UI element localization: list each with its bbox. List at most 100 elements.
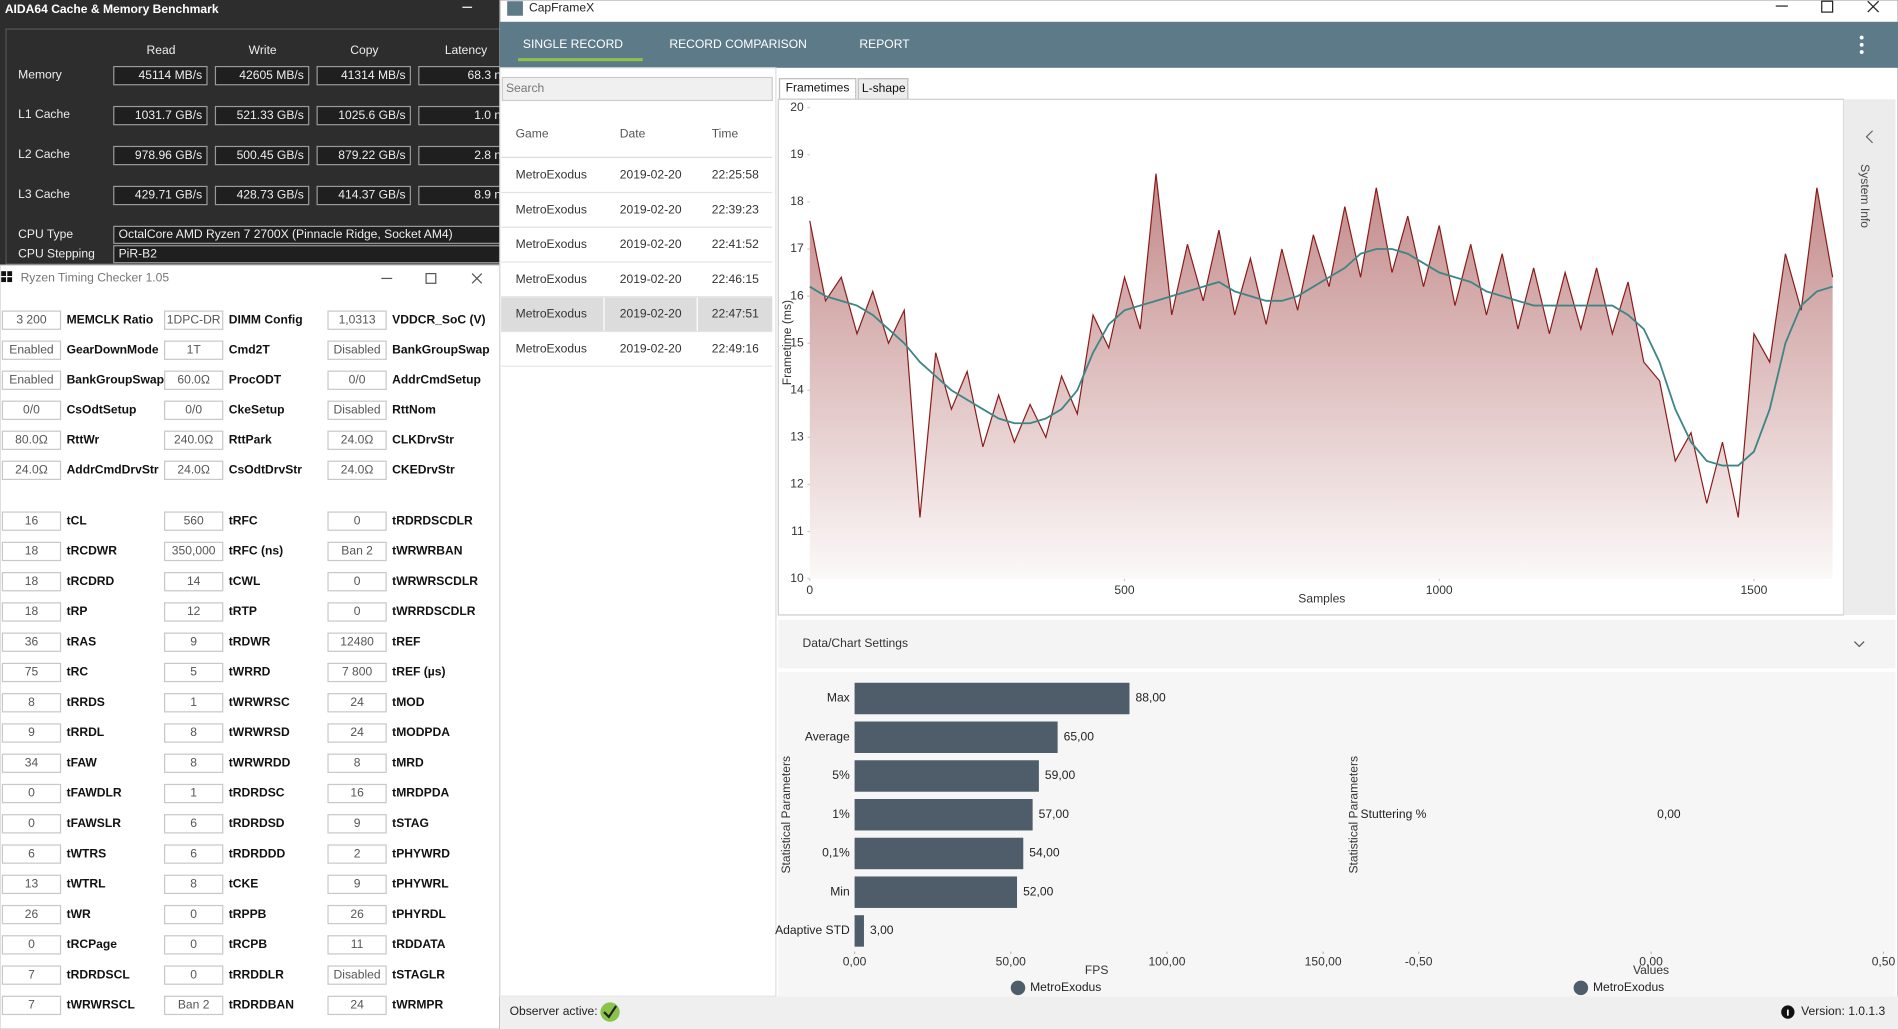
nav-tab[interactable]: RECORD COMPARISON: [669, 37, 807, 51]
timing-value: 7 800: [342, 665, 373, 679]
value-box: [1, 572, 62, 592]
record-cell[interactable]: MetroExodus: [516, 237, 587, 251]
value-box: [327, 310, 387, 330]
value-box: [1, 400, 62, 420]
record-cell[interactable]: 22:25:58: [712, 168, 759, 182]
timing-label: tMODPDA: [392, 725, 450, 739]
menu-button[interactable]: [1859, 50, 1864, 54]
timing-label: tMOD: [392, 695, 425, 709]
record-cell[interactable]: MetroExodus: [516, 341, 587, 355]
record-cell[interactable]: MetroExodus: [516, 168, 587, 182]
value-box: [113, 65, 208, 86]
value: 68.3 ns: [468, 68, 508, 82]
timing-value: 36: [25, 634, 39, 648]
value-box: [164, 340, 224, 360]
x-axis-label: Samples: [1298, 591, 1345, 605]
record-cell[interactable]: 22:39:23: [712, 202, 759, 216]
settings-bar[interactable]: [778, 619, 1896, 669]
timing-label: RttWr: [67, 432, 100, 446]
value-box: [1, 723, 62, 743]
stat-bar: [854, 798, 1033, 831]
record-cell[interactable]: 2019-02-20: [620, 307, 682, 321]
timing-value: 0/0: [185, 402, 202, 416]
records-panel: [499, 67, 777, 997]
value: 1025.6 GB/s: [338, 108, 405, 122]
timing-label: tMRD: [392, 755, 424, 769]
timing-value: 8: [190, 725, 197, 739]
record-cell[interactable]: MetroExodus: [516, 202, 587, 216]
timing-label: tREF (µs): [392, 665, 445, 679]
value-box: [327, 693, 387, 713]
record-cell[interactable]: 22:49:16: [712, 341, 759, 355]
value-box: [164, 995, 224, 1016]
value-box: [327, 541, 387, 562]
timing-label: tRRDS: [67, 695, 105, 709]
timing-value: Ban 2: [178, 998, 210, 1012]
info-box: [113, 245, 514, 264]
record-cell[interactable]: 2019-02-20: [620, 168, 682, 182]
record-cell[interactable]: 2019-02-20: [620, 237, 682, 251]
settings-title: Data/Chart Settings: [803, 636, 909, 650]
value: 978.96 GB/s: [135, 148, 202, 162]
value-box: [316, 145, 411, 166]
nav-tab[interactable]: REPORT: [859, 37, 910, 51]
timing-value: 24: [350, 695, 364, 709]
search-box[interactable]: [501, 76, 773, 102]
timing-label: tMRDPDA: [392, 786, 449, 800]
timing-label: tWRWRDD: [229, 755, 291, 769]
record-cell[interactable]: 22:41:52: [712, 237, 759, 251]
sidebar-toggle[interactable]: [1865, 130, 1874, 144]
value-box: [327, 460, 387, 480]
value-label: 57,00: [1039, 807, 1070, 821]
x-tick-label: 1000: [1426, 583, 1453, 597]
timing-label: tRC: [67, 665, 89, 679]
close-button[interactable]: [1867, 0, 1880, 13]
value-box: [316, 185, 411, 206]
timing-label: tWRMPR: [392, 998, 443, 1012]
category-label: Average: [805, 729, 850, 743]
category-label: 5%: [832, 768, 850, 782]
settings-chevron[interactable]: [1853, 641, 1865, 648]
record-cell[interactable]: 22:47:51: [712, 307, 759, 321]
x-tick-label: 0,50: [1872, 955, 1896, 969]
nav-tab[interactable]: SINGLE RECORD: [523, 37, 623, 51]
stat-bar: [854, 760, 1039, 792]
stats-area: [778, 671, 1896, 997]
timing-value: 6: [190, 816, 197, 830]
timing-label: BankGroupSwapAlt: [67, 372, 181, 386]
app-icon: [1, 277, 7, 283]
value-box: [1, 814, 62, 834]
close-button[interactable]: [471, 273, 483, 284]
y-tick-label: 12: [790, 477, 804, 491]
value-label: 3,00: [870, 923, 894, 937]
frametime-area: [809, 173, 1833, 579]
x-tick-label: 0: [806, 583, 813, 597]
menu-button[interactable]: [1859, 42, 1864, 47]
value-box: [214, 65, 310, 86]
timing-label: tRPPB: [229, 907, 267, 921]
value: 414.37 GB/s: [338, 188, 405, 202]
timing-value: 8: [190, 755, 197, 769]
column-header: Date: [620, 127, 646, 141]
value: 45114 MB/s: [139, 68, 203, 82]
app-icon: [7, 271, 13, 277]
record-cell[interactable]: 2019-02-20: [620, 202, 682, 216]
value-box: [113, 145, 208, 166]
value-box: [164, 693, 224, 713]
value-box: [1, 783, 62, 804]
menu-button[interactable]: [1859, 35, 1864, 40]
record-cell[interactable]: MetroExodus: [516, 272, 587, 286]
window-title: AIDA64 Cache & Memory Benchmark: [5, 2, 219, 16]
timing-label: tRFC: [229, 513, 258, 527]
record-cell[interactable]: 2019-02-20: [620, 341, 682, 355]
record-cell[interactable]: 2019-02-20: [620, 272, 682, 286]
maximize-button[interactable]: [1821, 0, 1834, 13]
legend-label: MetroExodus: [1030, 980, 1101, 994]
timing-value: 26: [350, 907, 364, 921]
record-cell[interactable]: 22:46:15: [712, 272, 759, 286]
maximize-button[interactable]: [425, 272, 437, 284]
record-cell[interactable]: MetroExodus: [516, 307, 587, 321]
value-box: [164, 783, 224, 804]
info-label: CPU Stepping: [18, 246, 95, 260]
